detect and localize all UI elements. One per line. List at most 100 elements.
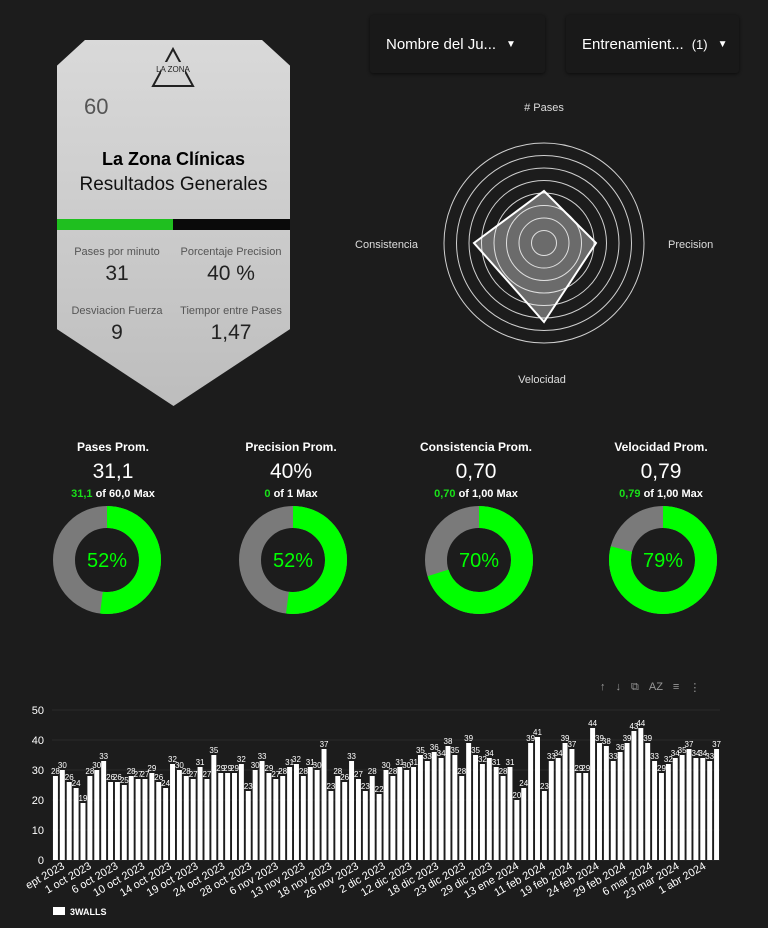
bar[interactable]: [397, 767, 403, 860]
bar[interactable]: [87, 776, 93, 860]
bar[interactable]: [645, 743, 651, 860]
bar[interactable]: [452, 755, 458, 860]
bar[interactable]: [445, 746, 451, 860]
bar[interactable]: [665, 764, 671, 860]
bar[interactable]: [362, 791, 368, 860]
bar[interactable]: [225, 773, 231, 860]
bar[interactable]: [617, 752, 623, 860]
bar[interactable]: [314, 770, 320, 860]
bar[interactable]: [576, 773, 582, 860]
bar[interactable]: [190, 779, 196, 860]
bar[interactable]: [700, 758, 706, 860]
bar[interactable]: [459, 776, 465, 860]
bar[interactable]: [466, 743, 472, 860]
bar[interactable]: [328, 791, 334, 860]
bar[interactable]: [307, 767, 313, 860]
bar[interactable]: [473, 755, 479, 860]
bar[interactable]: [521, 788, 527, 860]
bar[interactable]: [631, 731, 637, 860]
bar[interactable]: [355, 779, 361, 860]
bar[interactable]: [555, 758, 561, 860]
bar[interactable]: [638, 728, 644, 860]
bar[interactable]: [52, 776, 58, 860]
bar[interactable]: [121, 785, 127, 860]
bar[interactable]: [548, 761, 554, 860]
bar[interactable]: [156, 782, 162, 860]
bar[interactable]: [624, 743, 630, 860]
bar[interactable]: [541, 791, 547, 860]
bar[interactable]: [183, 776, 189, 860]
bar[interactable]: [500, 776, 506, 860]
expand-icon[interactable]: ⧉: [631, 680, 639, 693]
bar[interactable]: [218, 773, 224, 860]
bar[interactable]: [686, 749, 692, 860]
bar[interactable]: [714, 749, 720, 860]
bar[interactable]: [369, 776, 375, 860]
bar[interactable]: [569, 749, 575, 860]
bar[interactable]: [349, 761, 355, 860]
bar[interactable]: [211, 755, 217, 860]
training-filter-dropdown[interactable]: Entrenamient... (1) ▼: [566, 15, 739, 73]
arrow-up-icon[interactable]: ↑: [600, 681, 606, 693]
bar[interactable]: [390, 776, 396, 860]
bar[interactable]: [514, 800, 520, 860]
bar[interactable]: [693, 758, 699, 860]
bar[interactable]: [101, 761, 107, 860]
bar[interactable]: [245, 791, 251, 860]
bar[interactable]: [411, 767, 417, 860]
bar[interactable]: [252, 770, 258, 860]
bar[interactable]: [528, 743, 534, 860]
bar[interactable]: [287, 767, 293, 860]
bar[interactable]: [266, 773, 272, 860]
filter-icon[interactable]: ≡: [672, 681, 680, 693]
bar[interactable]: [479, 764, 485, 860]
bar[interactable]: [108, 782, 114, 860]
bar[interactable]: [603, 746, 609, 860]
bar[interactable]: [707, 761, 713, 860]
bar[interactable]: [486, 758, 492, 860]
bar[interactable]: [80, 803, 86, 860]
bar[interactable]: [114, 782, 120, 860]
bar[interactable]: [590, 728, 596, 860]
bar[interactable]: [431, 752, 437, 860]
bar[interactable]: [197, 767, 203, 860]
more-icon[interactable]: ⋮: [689, 681, 701, 694]
bar[interactable]: [232, 773, 237, 860]
bar[interactable]: [238, 764, 244, 860]
bar[interactable]: [652, 761, 658, 860]
bar[interactable]: [176, 770, 182, 860]
bar[interactable]: [204, 779, 210, 860]
bar[interactable]: [438, 758, 444, 860]
bar[interactable]: [493, 767, 499, 860]
bar[interactable]: [259, 761, 265, 860]
arrow-down-icon[interactable]: ↓: [615, 681, 622, 693]
bar[interactable]: [535, 737, 540, 860]
bar[interactable]: [135, 779, 141, 860]
bar[interactable]: [507, 767, 513, 860]
bar[interactable]: [562, 743, 568, 860]
bar[interactable]: [610, 761, 616, 860]
bar[interactable]: [293, 764, 299, 860]
bar[interactable]: [73, 788, 79, 860]
bar[interactable]: [321, 749, 327, 860]
bar[interactable]: [163, 788, 169, 860]
bar[interactable]: [280, 776, 286, 860]
bar[interactable]: [142, 779, 148, 860]
bar[interactable]: [59, 770, 65, 860]
bar[interactable]: [597, 743, 602, 860]
bar[interactable]: [300, 776, 306, 860]
bar[interactable]: [170, 764, 175, 860]
player-filter-dropdown[interactable]: Nombre del Ju... ▼: [370, 15, 545, 73]
bar[interactable]: [383, 770, 389, 860]
bar[interactable]: [583, 773, 589, 860]
bar[interactable]: [679, 755, 685, 860]
bar[interactable]: [128, 776, 134, 860]
bar[interactable]: [658, 773, 664, 860]
bar[interactable]: [149, 773, 155, 860]
bar[interactable]: [672, 758, 678, 860]
bar[interactable]: [376, 794, 382, 860]
bar[interactable]: [335, 776, 341, 860]
bar[interactable]: [66, 782, 72, 860]
sort-az-icon[interactable]: AZ: [648, 681, 663, 693]
bar[interactable]: [342, 782, 348, 860]
